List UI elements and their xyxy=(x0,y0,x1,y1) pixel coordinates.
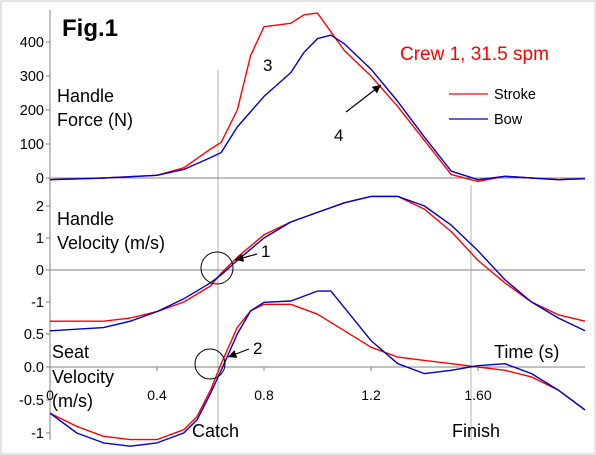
time-tick-label: 0.8 xyxy=(254,387,274,403)
catch-circle-seat xyxy=(194,348,226,380)
force-label-line1: Handle xyxy=(57,86,114,106)
seat-velocity-label-line3: (m/s) xyxy=(52,391,93,411)
handle-force-bow-line xyxy=(49,34,586,181)
handle-velocity-ytick-label: 1 xyxy=(36,231,44,247)
annotation-2-arrow xyxy=(227,348,250,358)
handle-force-ytick-label: 100 xyxy=(20,137,44,153)
annotation-4-arrow xyxy=(345,84,382,113)
catch-circle-handle xyxy=(200,251,234,285)
time-tick-label: 1.60 xyxy=(464,387,491,403)
handle-force-ytick-label: 200 xyxy=(20,103,44,119)
seat-velocity-stroke-line xyxy=(49,303,586,441)
annotation-1-arrow xyxy=(234,253,258,262)
handle-velocity-ytick-label: 2 xyxy=(36,199,44,215)
seat-velocity-ytick-label: -1 xyxy=(31,426,44,442)
crew-title: Crew 1, 31.5 spm xyxy=(400,44,549,65)
legend-bow-label: Bow xyxy=(494,112,523,128)
handle-velocity-label-line1: Handle xyxy=(57,209,114,229)
seat-velocity-label-line2: Velocity xyxy=(52,367,114,387)
seat-velocity-bow-line xyxy=(49,290,586,447)
handle-velocity-bow-line xyxy=(49,195,586,332)
series-lines xyxy=(49,12,586,447)
force-label-line2: Force (N) xyxy=(57,110,133,130)
finish-label: Finish xyxy=(452,421,500,441)
handle-force-ytick-label: 0 xyxy=(36,171,44,187)
seat-velocity-ytick-label: 0.0 xyxy=(24,360,44,376)
time-tick-label: 0.4 xyxy=(147,387,167,403)
seat-velocity-ytick-label: -0.5 xyxy=(19,393,44,409)
fig-label: Fig.1 xyxy=(62,15,118,42)
time-axis-label: Time (s) xyxy=(494,342,559,362)
seat-velocity-ytick-label: 0.5 xyxy=(24,327,44,343)
y-ticks: 0 100 200 300 400 2 1 0 -1 -1 -0.5 0.0 0.5 xyxy=(19,35,50,442)
handle-velocity-stroke-line xyxy=(50,195,586,322)
annotation-2: 2 xyxy=(253,339,262,358)
handle-force-ytick-label: 400 xyxy=(20,35,44,51)
annotation-1: 1 xyxy=(261,242,270,261)
seat-velocity-label-line1: Seat xyxy=(52,342,89,362)
handle-velocity-label-line2: Velocity (m/s) xyxy=(57,233,165,253)
annotation-4: 4 xyxy=(334,126,343,145)
handle-velocity-ytick-label: 0 xyxy=(36,263,44,279)
annotation-3: 3 xyxy=(263,56,272,75)
catch-label: Catch xyxy=(192,421,239,441)
handle-force-ytick-label: 300 xyxy=(20,69,44,85)
handle-force-stroke-line xyxy=(49,12,586,183)
handle-velocity-ytick-label: -1 xyxy=(31,295,44,311)
time-tick-label: 0 xyxy=(46,387,54,403)
time-tick-label: 1.2 xyxy=(361,387,381,403)
legend-stroke-label: Stroke xyxy=(494,87,536,103)
time-tick-labels: 0 0.4 0.8 1.2 1.60 xyxy=(46,387,492,403)
